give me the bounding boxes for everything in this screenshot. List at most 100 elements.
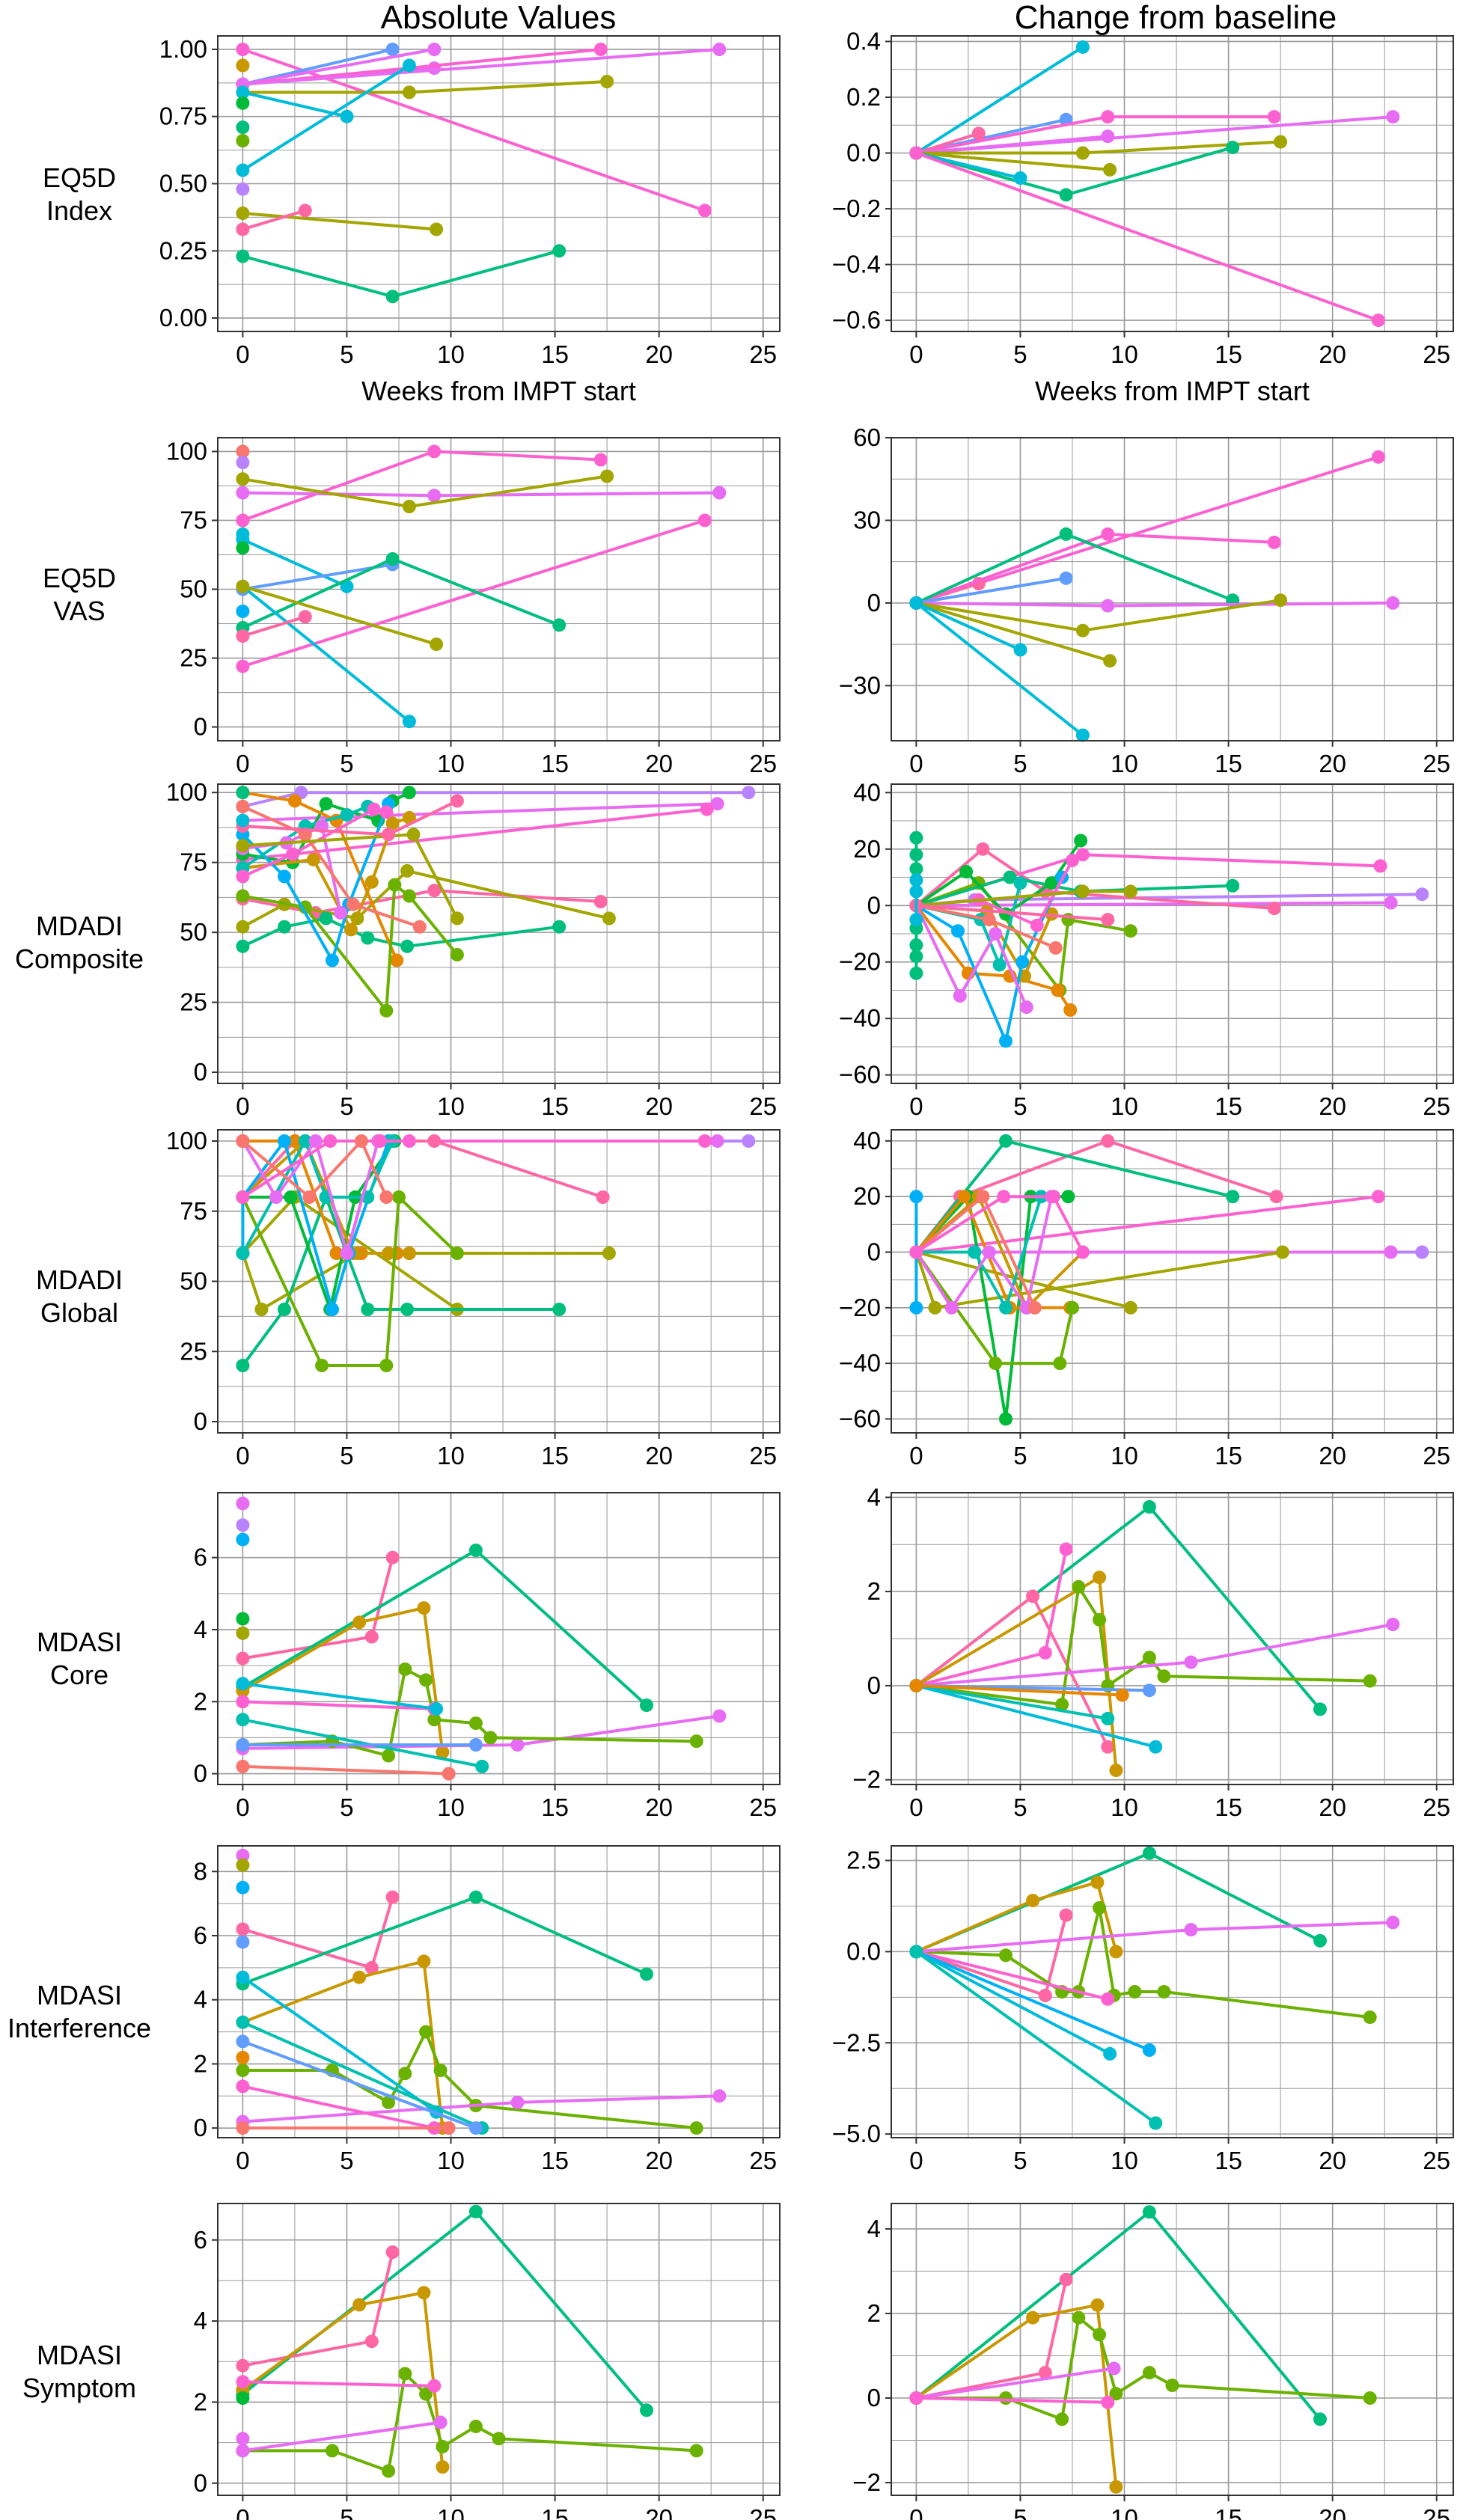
row-label: MDASI	[37, 1627, 122, 1657]
data-point	[1267, 902, 1281, 915]
data-point	[400, 1303, 415, 1316]
data-point	[999, 1134, 1013, 1148]
data-point	[298, 1134, 312, 1148]
data-point	[552, 920, 566, 934]
data-point	[236, 1134, 250, 1148]
data-point	[354, 1134, 368, 1148]
data-point	[287, 1134, 302, 1148]
data-point	[1101, 1992, 1115, 2006]
data-point	[928, 1300, 942, 1315]
series-line	[915, 532, 1233, 605]
data-point	[1093, 1900, 1107, 1915]
panel-frame	[217, 783, 781, 1084]
data-point	[1184, 1923, 1198, 1937]
data-point	[450, 1247, 464, 1260]
y-tick-label: 0	[194, 1058, 207, 1086]
data-point	[236, 1695, 250, 1709]
data-point	[450, 911, 464, 926]
data-point	[1226, 878, 1240, 893]
series-line	[242, 1895, 647, 1986]
data-point	[385, 1890, 400, 1904]
data-point	[287, 794, 302, 808]
data-point	[1386, 1915, 1400, 1930]
y-tick-label: 2	[194, 2049, 207, 2077]
data-point	[1055, 1698, 1069, 1712]
data-point	[1061, 1190, 1075, 1204]
data-point	[427, 2379, 442, 2393]
x-tick-label: 0	[236, 340, 249, 368]
data-point	[236, 1880, 250, 1894]
data-point	[427, 884, 442, 898]
x-tick-label: 25	[749, 750, 777, 777]
data-point	[1075, 884, 1090, 899]
y-tick-label: −20	[839, 1294, 881, 1321]
data-point	[334, 906, 348, 920]
row-label: Symptom	[22, 2373, 136, 2403]
series-line	[242, 2085, 435, 2130]
y-tick-label: 4	[194, 1986, 207, 2013]
data-point	[346, 897, 360, 911]
data-point	[1101, 1711, 1115, 1725]
data-point	[400, 939, 415, 953]
x-tick-label: 5	[340, 750, 353, 777]
data-point	[1371, 1190, 1385, 1204]
data-point	[552, 1303, 566, 1316]
data-point	[382, 1247, 396, 1260]
data-point	[236, 444, 250, 459]
panel-4-0: 0 5 10 15 20 25 0 2 4 6	[194, 1492, 781, 1821]
series-line	[242, 1549, 648, 1707]
data-point	[236, 486, 250, 500]
data-point	[909, 1678, 923, 1692]
data-point	[1269, 1190, 1283, 1204]
data-point	[433, 2064, 448, 2077]
data-point	[909, 862, 923, 876]
data-point	[742, 1134, 756, 1148]
data-point	[402, 1247, 416, 1260]
data-point	[379, 1003, 394, 1018]
data-point	[361, 931, 375, 945]
series-line	[915, 2303, 1118, 2487]
series-line	[242, 1606, 445, 1752]
data-point	[710, 1134, 724, 1148]
series-line	[242, 563, 393, 591]
x-tick-label: 10	[437, 1442, 465, 1470]
data-point	[236, 120, 250, 135]
data-point	[1267, 110, 1281, 124]
panel-2-1: 0 5 10 15 20 25 −60 −40 −20 0 20 40	[839, 778, 1454, 1120]
x-tick-label: 15	[541, 1092, 569, 1120]
data-point	[1109, 2480, 1123, 2494]
data-point	[340, 109, 354, 123]
data-point	[236, 541, 250, 555]
data-point	[1415, 1245, 1429, 1259]
data-point	[364, 1960, 379, 1975]
data-point	[1101, 1740, 1115, 1754]
data-point	[1109, 1764, 1123, 1778]
y-tick-label: 0	[867, 1238, 881, 1265]
data-point	[596, 1190, 610, 1204]
x-tick-label: 0	[236, 2147, 249, 2174]
x-tick-label: 25	[1423, 1442, 1450, 1470]
data-point	[236, 2375, 250, 2389]
data-point	[971, 126, 986, 141]
data-point	[909, 146, 923, 160]
panel-frame	[217, 1845, 781, 2138]
y-tick-label: 2	[194, 2388, 207, 2415]
x-tick-label: 20	[645, 1092, 673, 1120]
data-point	[1072, 1579, 1086, 1594]
data-point	[379, 805, 394, 819]
y-tick-label: 4	[867, 2215, 881, 2242]
data-point	[989, 1357, 1003, 1371]
data-point	[382, 2095, 396, 2109]
x-tick-label: 0	[236, 1442, 249, 1470]
x-tick-label: 10	[1111, 2147, 1138, 2174]
data-point	[468, 1738, 483, 1752]
series-line	[242, 805, 421, 929]
data-point	[427, 1134, 442, 1148]
x-tick-label: 15	[1215, 2504, 1242, 2520]
data-point	[1165, 2379, 1179, 2392]
data-point	[1107, 2361, 1121, 2376]
y-tick-label: 2	[867, 1577, 881, 1605]
series-line	[242, 1682, 437, 1710]
data-point	[1313, 1933, 1327, 1948]
data-point	[1055, 2412, 1069, 2426]
